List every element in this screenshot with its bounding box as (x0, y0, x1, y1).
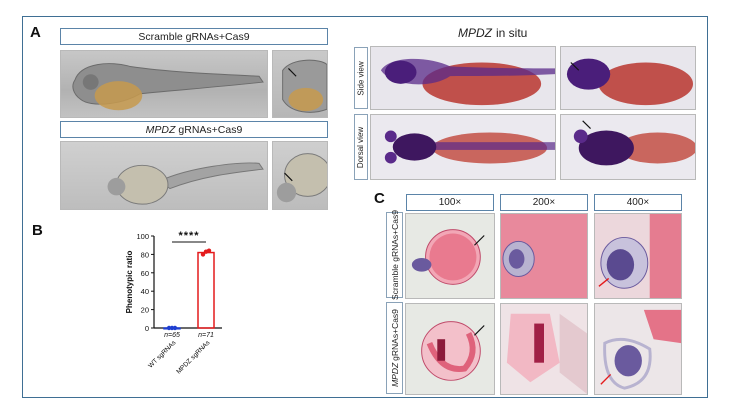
panel-c-letter: C (374, 190, 385, 207)
histo-mpdz-200x (500, 303, 588, 395)
insitu-title: MPDZ in situ (458, 26, 527, 40)
mag-400x-text: 400× (626, 197, 650, 208)
category-label: WT sgRNAs (147, 339, 178, 370)
dorsal-view-label: Dorsal view (354, 114, 368, 180)
scramble-label: Scramble gRNAs+Cas9 (60, 28, 328, 45)
insitu-side-zoom (560, 46, 696, 110)
mpdz-label: MPDZ gRNAs+Cas9 (60, 121, 328, 138)
mag-400x: 400× (594, 194, 682, 211)
histo-mpdz-400x (594, 303, 682, 395)
y-axis-label: Phenotypic ratio (125, 251, 134, 314)
y-tick-label: 80 (141, 250, 149, 259)
histo-scramble-200x (500, 213, 588, 299)
bar (197, 251, 215, 329)
y-tick-label: 60 (141, 269, 149, 278)
scramble-label-text: Scramble gRNAs+Cas9 (138, 30, 250, 43)
y-tick-label: 40 (141, 287, 149, 296)
mag-200x: 200× (500, 194, 588, 211)
side-view-text: Side view (356, 60, 366, 96)
data-point (206, 248, 212, 253)
data-point (200, 252, 206, 257)
insitu-dorsal-zoom (560, 114, 696, 180)
histo-scramble-400x (594, 213, 682, 299)
mag-100x-text: 100× (438, 197, 462, 208)
mag-200x-text: 200× (532, 197, 556, 208)
mpdz-embryo-zoom (272, 141, 328, 210)
mpdz-label-gene: MPDZ (145, 123, 176, 136)
row-mpdz-suffix: gRNAs+Cas9 (389, 309, 400, 361)
row-mpdz-gene: MPDZ (389, 362, 400, 387)
n-label: n=65 (164, 332, 180, 339)
panel-a-letter: A (30, 24, 41, 41)
insitu-side-photo (370, 46, 556, 110)
y-tick-label: 100 (136, 232, 149, 241)
row-scramble-label: Scramble gRNAs+Cas9 (386, 210, 403, 300)
side-view-label: Side view (354, 47, 368, 109)
category-label: MPDZ sgRNAs (175, 339, 212, 376)
histo-scramble-100x (405, 213, 495, 299)
scramble-embryo-zoom (272, 50, 328, 118)
mag-100x: 100× (406, 194, 494, 211)
row-mpdz-label: MPDZgRNAs+Cas9 (386, 302, 403, 394)
panel-b-letter: B (32, 222, 43, 239)
histo-mpdz-100x (405, 303, 495, 395)
row-scramble-text: Scramble gRNAs+Cas9 (389, 210, 400, 300)
y-tick-label: 20 (141, 306, 149, 315)
insitu-gene: MPDZ (458, 26, 492, 40)
data-point (172, 325, 178, 331)
insitu-dorsal-photo (370, 114, 556, 180)
significance-label: **** (178, 230, 199, 242)
n-label: n=71 (198, 332, 214, 339)
y-tick-label: 0 (145, 324, 149, 333)
scramble-embryo-photo (60, 50, 268, 118)
insitu-suffix: in situ (496, 26, 528, 40)
dorsal-view-text: Dorsal view (356, 126, 366, 168)
chart-b: 0 20 40 60 80 100 Phenotypic ratio n=65 WT sgRNA… (110, 220, 240, 390)
mpdz-label-text: gRNAs+Cas9 (178, 123, 243, 136)
row-mpdz-text: MPDZgRNAs+Cas9 (390, 309, 400, 387)
mpdz-embryo-photo (60, 141, 268, 210)
